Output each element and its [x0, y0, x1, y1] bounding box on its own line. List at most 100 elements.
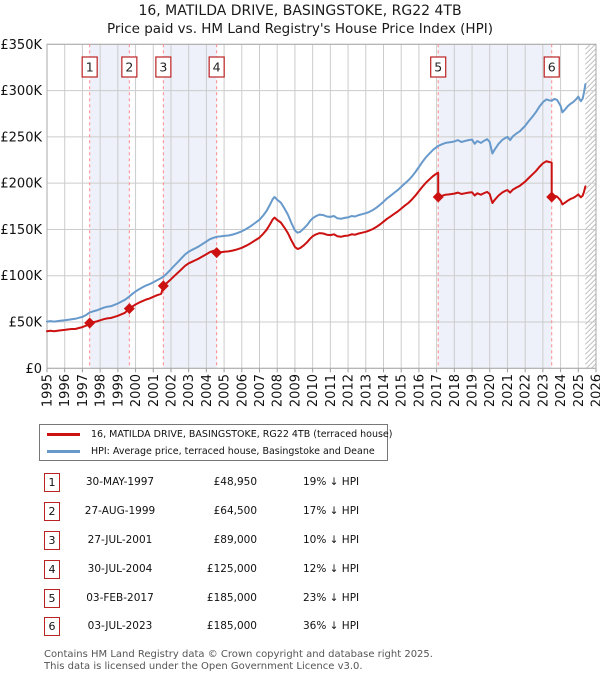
transaction-date: 30-JUL-2004 — [87, 562, 153, 575]
y-axis-label: £250K — [0, 130, 42, 145]
hatch-line — [585, 238, 597, 250]
hatch-line — [585, 303, 597, 315]
x-axis-label: 2024 — [554, 374, 569, 407]
hatch-line — [585, 333, 597, 345]
x-axis-label: 2000 — [129, 374, 144, 407]
x-axis-label: 2021 — [501, 374, 516, 407]
ownership-shaded-band — [438, 44, 552, 369]
transaction-row: 2 27-AUG-1999 £64,500 17% ↓ HPI — [0, 499, 600, 528]
hatch-line — [585, 208, 597, 220]
y-axis-label: £100K — [0, 269, 42, 284]
transaction-number-badge: 1 — [44, 473, 60, 492]
sale-marker-number-2: 2 — [125, 60, 133, 75]
hatch-line — [585, 288, 597, 300]
hatch-line — [585, 138, 597, 150]
y-axis-label: £200K — [0, 177, 42, 192]
transaction-row: 5 03-FEB-2017 £185,000 23% ↓ HPI — [0, 586, 600, 615]
hatch-line — [585, 133, 597, 145]
hatch-line — [585, 188, 597, 200]
hatch-line — [585, 203, 597, 215]
x-axis-label: 2001 — [147, 374, 162, 407]
x-axis-label: 2026 — [590, 374, 600, 407]
hatch-line — [585, 43, 591, 50]
y-axis-label: £50K — [9, 316, 43, 331]
y-axis-label: £300K — [0, 84, 42, 99]
hatch-line — [585, 218, 597, 230]
hatch-line — [585, 143, 597, 155]
transaction-hpi-diff: 36% ↓ HPI — [303, 620, 360, 633]
hatch-line — [585, 93, 597, 105]
chart-title: 16, MATILDA DRIVE, BASINGSTOKE, RG22 4TB — [138, 3, 462, 19]
x-axis-label: 2020 — [483, 374, 498, 407]
x-axis-label: 2011 — [324, 374, 339, 407]
hatch-line — [585, 233, 597, 245]
x-axis-label: 2002 — [164, 374, 179, 407]
chart-legend: 16, MATILDA DRIVE, BASINGSTOKE, RG22 4TB… — [39, 424, 392, 461]
hatch-line — [585, 323, 597, 335]
plot-border — [46, 43, 597, 369]
hatch-line — [585, 168, 597, 180]
transaction-row: 6 03-JUL-2023 £185,000 36% ↓ HPI — [0, 614, 600, 643]
chart-subtitle: Price paid vs. HM Land Registry's House … — [107, 21, 493, 37]
hatch-line — [585, 313, 597, 325]
transaction-price: £185,000 — [206, 591, 257, 604]
hatch-line — [585, 283, 597, 295]
hatch-line — [585, 78, 597, 90]
x-axis-label: 2012 — [342, 374, 357, 407]
x-axis-label: 2010 — [306, 374, 321, 407]
x-axis-label: 2025 — [572, 374, 587, 407]
hatch-line — [585, 98, 597, 110]
x-axis-label: 2007 — [253, 374, 268, 407]
hatch-line — [585, 113, 597, 125]
license-line-2: This data is licensed under the Open Gov… — [44, 660, 363, 672]
transaction-price: £125,000 — [206, 562, 257, 575]
legend-label-hpi: HPI: Average price, terraced house, Basi… — [91, 445, 375, 457]
hatch-line — [585, 103, 597, 115]
hatch-line — [585, 68, 597, 80]
price-paid-line — [46, 160, 587, 333]
hatch-line — [585, 263, 597, 275]
x-axis-label: 2022 — [519, 374, 534, 407]
hpi-line — [46, 83, 587, 323]
hatch-line — [585, 298, 597, 310]
hatch-line — [585, 253, 597, 265]
x-axis-label: 2016 — [412, 374, 427, 407]
transaction-date: 27-JUL-2001 — [87, 533, 153, 546]
transaction-hpi-diff: 19% ↓ HPI — [303, 476, 360, 488]
hatch-line — [585, 243, 597, 255]
x-axis-label: 2013 — [359, 374, 374, 407]
x-axis-label: 2005 — [218, 374, 233, 407]
hatch-line — [585, 53, 597, 65]
license-footer: Contains HM Land Registry data © Crown c… — [44, 649, 433, 672]
hatch-line — [585, 58, 597, 70]
sale-diamond-6 — [546, 191, 558, 203]
transaction-row: 4 30-JUL-2004 £125,000 12% ↓ HPI — [0, 557, 600, 586]
hatch-line — [585, 128, 597, 140]
transaction-price: £89,000 — [213, 533, 257, 546]
x-axis-label: 2018 — [448, 374, 463, 407]
hatch-line — [585, 268, 597, 280]
hatch-line — [585, 63, 597, 75]
license-line-1: Contains HM Land Registry data © Crown c… — [44, 649, 433, 660]
hatch-line — [585, 348, 597, 360]
hatch-line — [585, 48, 597, 60]
x-axis-label: 2008 — [271, 374, 286, 407]
hatch-line — [585, 228, 597, 240]
hatch-line — [585, 198, 597, 210]
hatch-line — [585, 148, 597, 160]
sale-diamond-5 — [432, 191, 444, 203]
hatch-line — [585, 258, 597, 270]
legend-row-hpi: HPI: Average price, terraced house, Basi… — [47, 445, 387, 458]
transaction-hpi-diff: 10% ↓ HPI — [303, 533, 360, 546]
x-axis-label: 2006 — [235, 374, 250, 407]
hatch-line — [585, 153, 597, 165]
ownership-shaded-band — [163, 44, 217, 369]
transaction-price: £185,000 — [206, 620, 257, 633]
transaction-hpi-diff: 17% ↓ HPI — [303, 504, 360, 517]
sale-marker-number-1: 1 — [86, 60, 94, 75]
hatch-line — [591, 363, 597, 369]
transaction-number-badge: 2 — [44, 501, 60, 521]
price-history-chart: £0 £50K £100K £150K £200K £250K £300K £350K 1995… — [0, 38, 600, 407]
hatch-line — [585, 73, 597, 85]
hatch-line — [585, 343, 597, 355]
